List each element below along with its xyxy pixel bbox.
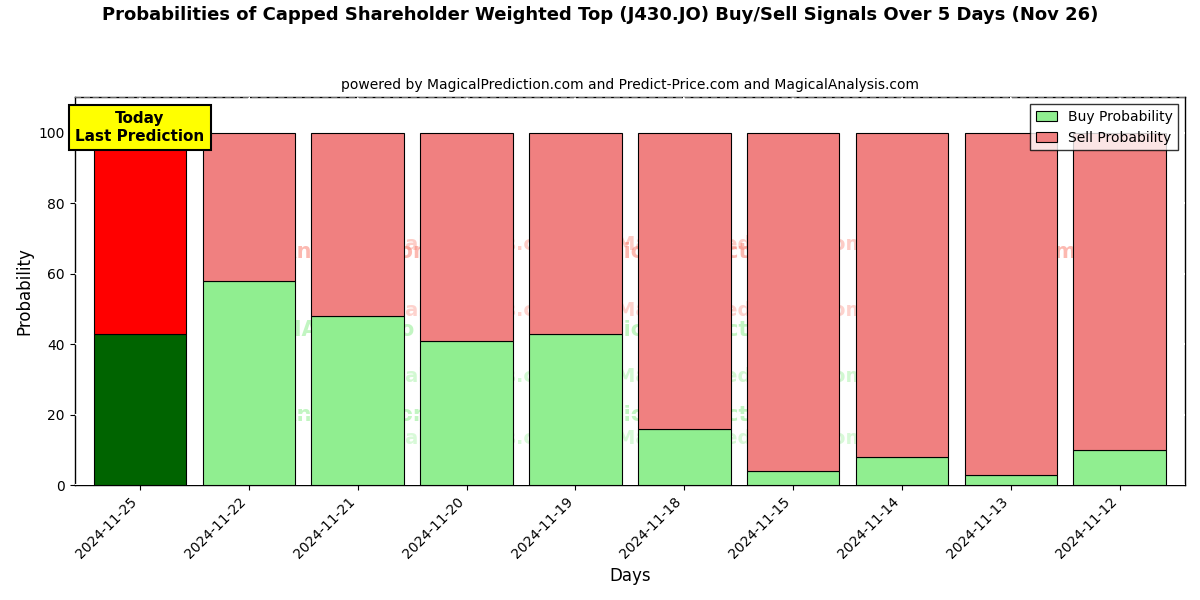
Text: MagicalPrediction.com: MagicalPrediction.com xyxy=(574,405,841,425)
Bar xyxy=(420,341,512,485)
Bar xyxy=(1074,450,1166,485)
Text: n.com: n.com xyxy=(1006,242,1076,262)
Bar xyxy=(529,133,622,334)
Bar xyxy=(856,457,948,485)
Y-axis label: Probability: Probability xyxy=(16,247,34,335)
Bar xyxy=(746,471,839,485)
Text: Probabilities of Capped Shareholder Weighted Top (J430.JO) Buy/Sell Signals Over: Probabilities of Capped Shareholder Weig… xyxy=(102,6,1098,24)
X-axis label: Days: Days xyxy=(610,567,650,585)
Bar xyxy=(638,133,731,428)
Text: calAnalysis.com       MagicalPrediction.com: calAnalysis.com MagicalPrediction.com xyxy=(380,429,880,448)
Text: Today
Last Prediction: Today Last Prediction xyxy=(76,112,204,144)
Title: powered by MagicalPrediction.com and Predict-Price.com and MagicalAnalysis.com: powered by MagicalPrediction.com and Pre… xyxy=(341,78,919,92)
Bar xyxy=(529,334,622,485)
Bar xyxy=(965,133,1057,475)
Bar xyxy=(856,133,948,457)
Bar xyxy=(203,281,295,485)
Text: calAnalys.co: calAnalys.co xyxy=(268,320,414,340)
Bar xyxy=(94,334,186,485)
Text: MagicalPrediction.com: MagicalPrediction.com xyxy=(574,242,841,262)
Text: MagicalPrediction.com: MagicalPrediction.com xyxy=(574,320,841,340)
Bar xyxy=(965,475,1057,485)
Bar xyxy=(746,133,839,471)
Bar xyxy=(638,428,731,485)
Bar xyxy=(203,133,295,281)
Bar xyxy=(312,133,404,316)
Bar xyxy=(420,133,512,341)
Bar xyxy=(94,133,186,334)
Text: calAnalysis.com: calAnalysis.com xyxy=(247,242,436,262)
Text: calAnalysis.com       MagicalPrediction.com: calAnalysis.com MagicalPrediction.com xyxy=(380,367,880,386)
Text: calAnalysis.com: calAnalysis.com xyxy=(247,405,436,425)
Bar xyxy=(1074,133,1166,450)
Text: calAnalysis.com       MagicalPrediction.com: calAnalysis.com MagicalPrediction.com xyxy=(380,235,880,254)
Legend: Buy Probability, Sell Probability: Buy Probability, Sell Probability xyxy=(1030,104,1178,151)
Bar xyxy=(312,316,404,485)
Text: calAnalysis.com       MagicalPrediction.com: calAnalysis.com MagicalPrediction.com xyxy=(380,301,880,320)
